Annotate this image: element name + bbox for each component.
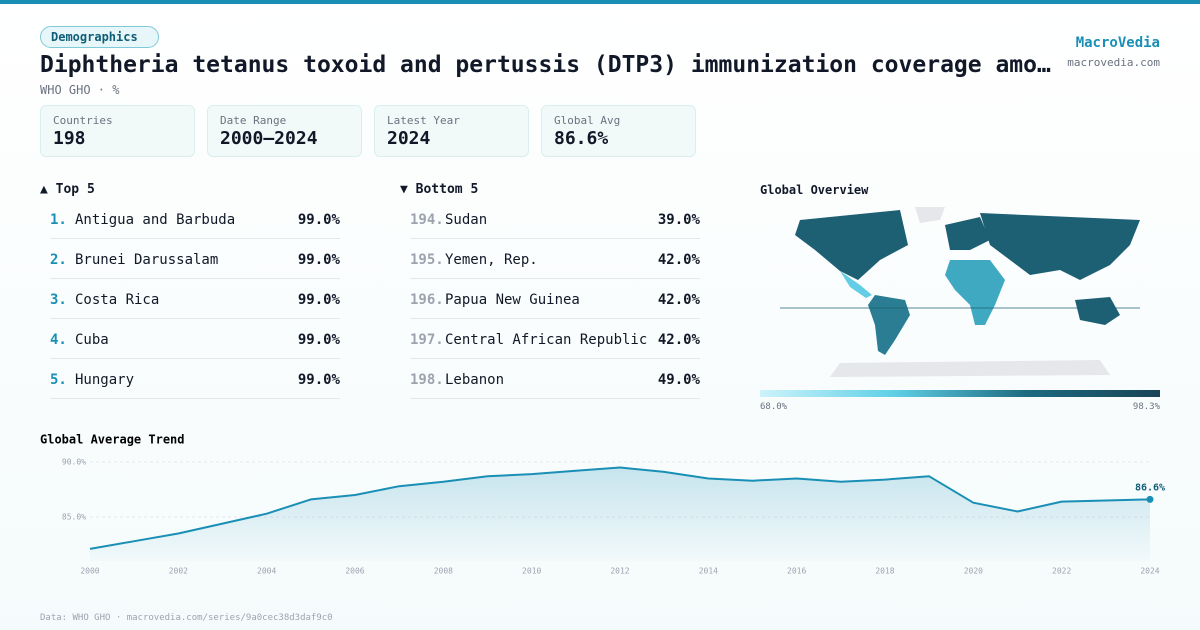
country-name: Costa Rica bbox=[75, 292, 160, 308]
end-value-label: 86.6% bbox=[1135, 482, 1165, 493]
stat-value: 2000–2024 bbox=[220, 128, 318, 149]
x-tick-label: 2012 bbox=[610, 567, 629, 576]
country-name: Antigua and Barbuda bbox=[75, 212, 236, 228]
map-legend-bar bbox=[760, 390, 1160, 397]
rank: 195. bbox=[410, 252, 444, 268]
footer: Data: WHO GHO · macrovedia.com/series/9a… bbox=[40, 613, 333, 623]
y-tick-label: 90.0% bbox=[62, 458, 86, 467]
row-divider bbox=[410, 278, 700, 279]
x-tick-label: 2008 bbox=[434, 567, 453, 576]
greenland bbox=[915, 207, 945, 223]
legend-min: 68.0% bbox=[760, 402, 788, 412]
stat-label: Global Avg bbox=[554, 114, 621, 127]
trend-chart: Global Average Trend 85.0% 90.0% 2000 2002 2… bbox=[40, 433, 1165, 576]
europe bbox=[945, 217, 990, 250]
trend-line bbox=[89, 466, 1151, 550]
x-tick-label: 2018 bbox=[875, 567, 894, 576]
y-tick-label: 85.0% bbox=[62, 513, 86, 522]
country-name: Hungary bbox=[75, 372, 135, 388]
country-value: 49.0% bbox=[657, 372, 700, 388]
country-value: 99.0% bbox=[297, 252, 340, 268]
asia bbox=[980, 213, 1140, 280]
country-value: 39.0% bbox=[657, 212, 700, 228]
x-tick-label: 2004 bbox=[257, 567, 276, 576]
stat-value: 86.6% bbox=[554, 128, 609, 149]
row-divider bbox=[410, 358, 700, 359]
country-name: Sudan bbox=[445, 212, 488, 228]
stat-card: Date Range 2000–2024 bbox=[207, 105, 362, 157]
rank: 2. bbox=[50, 252, 67, 268]
stat-label: Date Range bbox=[220, 114, 287, 127]
stat-value: 198 bbox=[53, 128, 86, 149]
country-value: 99.0% bbox=[297, 292, 340, 308]
country-value: 42.0% bbox=[657, 292, 700, 308]
stat-label: Countries bbox=[53, 114, 113, 127]
stat-card: Latest Year 2024 bbox=[374, 105, 529, 157]
antarctica bbox=[830, 360, 1110, 377]
row-divider bbox=[50, 278, 340, 279]
country-value: 99.0% bbox=[297, 372, 340, 388]
north-america bbox=[795, 210, 908, 280]
x-tick-label: 2010 bbox=[522, 567, 541, 576]
rank: 5. bbox=[50, 372, 67, 388]
row-divider bbox=[50, 358, 340, 359]
x-tick-label: 2020 bbox=[964, 567, 983, 576]
map-title: Global Overview bbox=[760, 183, 869, 197]
row-divider bbox=[410, 318, 700, 319]
country-value: 42.0% bbox=[657, 252, 700, 268]
brand[interactable]: MacroVedia bbox=[1075, 35, 1160, 51]
rank: 198. bbox=[410, 372, 444, 388]
subtitle: WHO GHO · % bbox=[40, 83, 120, 97]
stat-label: Latest Year bbox=[387, 114, 460, 127]
x-tick-label: 2024 bbox=[1140, 567, 1159, 576]
x-tick-label: 2014 bbox=[699, 567, 718, 576]
x-tick-label: 2022 bbox=[1052, 567, 1071, 576]
country-value: 99.0% bbox=[297, 332, 340, 348]
row-divider bbox=[410, 398, 700, 399]
rank: 1. bbox=[50, 212, 67, 228]
legend-max: 98.3% bbox=[1132, 402, 1160, 412]
bottom-heading: ▼ Bottom 5 bbox=[400, 182, 479, 197]
australia bbox=[1075, 297, 1120, 325]
end-point bbox=[1146, 495, 1154, 503]
x-tick-label: 2002 bbox=[169, 567, 188, 576]
world-map bbox=[780, 207, 1140, 377]
top-bar bbox=[0, 0, 1200, 4]
country-name: Central African Republic bbox=[445, 332, 648, 348]
africa bbox=[945, 260, 1005, 325]
rank: 196. bbox=[410, 292, 444, 308]
rank: 194. bbox=[410, 212, 444, 228]
trend-area bbox=[90, 467, 1150, 561]
country-name: Cuba bbox=[75, 332, 109, 348]
row-divider bbox=[50, 318, 340, 319]
stat-value: 2024 bbox=[387, 128, 431, 149]
row-divider bbox=[410, 238, 700, 239]
top-heading: ▲ Top 5 bbox=[40, 182, 95, 197]
site[interactable]: macrovedia.com bbox=[1067, 56, 1160, 69]
rank: 3. bbox=[50, 292, 67, 308]
category-badge[interactable]: Demographics bbox=[40, 26, 159, 48]
country-value: 42.0% bbox=[657, 332, 700, 348]
x-tick-label: 2016 bbox=[787, 567, 806, 576]
row-divider bbox=[50, 238, 340, 239]
stat-card: Countries 198 bbox=[40, 105, 195, 157]
south-america bbox=[868, 295, 910, 355]
rank: 197. bbox=[410, 332, 444, 348]
country-value: 99.0% bbox=[297, 212, 340, 228]
x-tick-label: 2006 bbox=[345, 567, 364, 576]
country-name: Papua New Guinea bbox=[445, 292, 580, 308]
country-name: Brunei Darussalam bbox=[75, 252, 219, 268]
x-tick-label: 2000 bbox=[80, 567, 99, 576]
stat-card: Global Avg 86.6% bbox=[541, 105, 696, 157]
country-name: Lebanon bbox=[445, 372, 505, 388]
country-name: Yemen, Rep. bbox=[445, 252, 538, 268]
title: Diphtheria tetanus toxoid and pertussis … bbox=[40, 52, 1051, 78]
row-divider bbox=[50, 398, 340, 399]
central-america bbox=[840, 271, 872, 298]
chart-title: Global Average Trend bbox=[40, 433, 185, 447]
rank: 4. bbox=[50, 332, 67, 348]
